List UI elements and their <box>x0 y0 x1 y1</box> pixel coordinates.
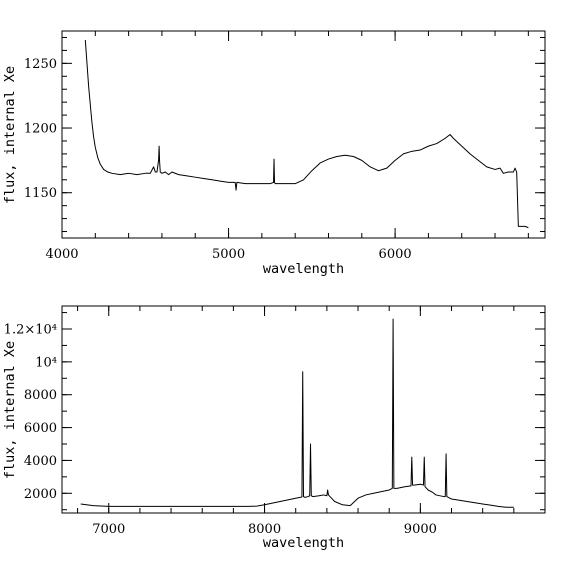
y-tick-label: 1150 <box>24 186 57 201</box>
plot-frame <box>61 30 546 239</box>
y-tick-label: 4000 <box>24 454 57 469</box>
x-tick-label: 5000 <box>212 247 245 262</box>
y-axis-title: flux, internal Xe <box>2 341 18 479</box>
y-tick-label: 8000 <box>24 388 57 403</box>
x-tick-label: 6000 <box>379 247 412 262</box>
chart-bottom: 7000 8000 9000 2000 4000 6000 8000 10⁴ 1.2×10⁴ wa… <box>2 305 546 551</box>
spectrum-line <box>80 318 514 508</box>
y-tick-label: 1250 <box>24 57 57 72</box>
y-tick-label: 2000 <box>24 487 57 502</box>
x-axis-title: wavelength <box>263 261 344 277</box>
x-tick-label: 8000 <box>248 522 281 537</box>
x-tick-label: 7000 <box>92 522 125 537</box>
y-tick-label: 6000 <box>24 421 57 436</box>
y-axis-title: flux, internal Xe <box>2 66 18 204</box>
spectrum-line <box>84 40 529 229</box>
chart-top: 4000 5000 6000 1150 1200 1250 wavelength flux, … <box>2 30 546 277</box>
x-tick-label: 9000 <box>404 522 437 537</box>
y-tick-label: 1200 <box>24 122 57 137</box>
plot-frame <box>61 305 546 514</box>
y-tick-label: 10⁴ <box>35 355 57 370</box>
x-axis-title: wavelength <box>263 535 344 551</box>
y-tick-label: 1.2×10⁴ <box>4 323 57 338</box>
x-tick-label: 4000 <box>45 247 78 262</box>
